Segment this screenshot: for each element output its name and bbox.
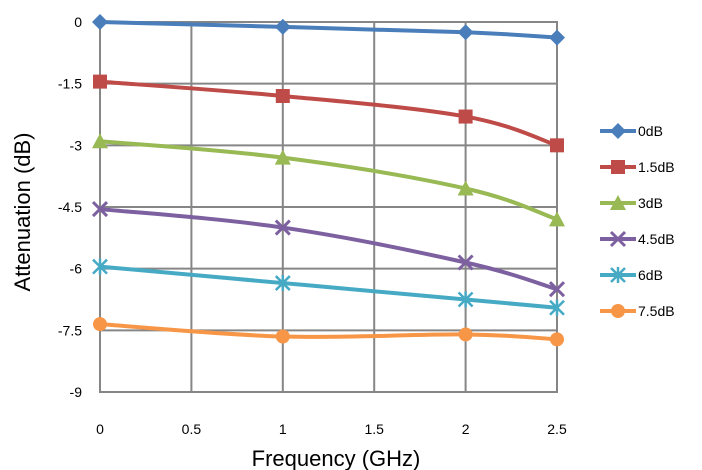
data-point [93,317,107,332]
x-tick-label: 0 [96,421,104,437]
legend-label: 7.5dB [638,303,675,319]
data-point [274,219,291,236]
series-3dB [92,133,565,227]
legend-item: 7.5dB [600,303,675,319]
series-1.5dB [93,74,564,153]
legend-label: 0dB [638,123,663,139]
data-point [92,258,108,275]
y-axis-title: Attenuation (dB) [10,133,35,292]
data-point [458,327,473,342]
x-tick-label: 2.5 [547,421,567,437]
series-lines [91,14,566,347]
y-tick-label: -1.5 [58,76,82,92]
y-tick-label: -6 [70,261,83,277]
legend-marker [611,304,625,318]
data-point [274,149,291,165]
legend-label: 6dB [638,267,663,283]
series-6dB [92,258,565,316]
legend-marker [609,230,627,248]
data-point [275,329,290,344]
data-point [458,109,473,124]
legend-label: 4.5dB [638,231,675,247]
data-point [274,18,291,35]
y-tick-label: -7.5 [58,322,82,338]
data-point [93,74,107,89]
x-tick-label: 1.5 [364,421,384,437]
legend-item: 1.5dB [600,159,675,175]
series-line [99,79,558,148]
legend-label: 3dB [638,195,663,211]
y-tick-label: 0 [74,14,82,30]
data-point [550,332,564,347]
data-point [275,89,290,103]
grid-lines [99,21,558,393]
y-axis-ticks: 0 -1.5 -3 -4.5 -6 -7.5 -9 [58,14,82,400]
data-point [92,133,108,149]
y-tick-label: -9 [70,384,83,400]
legend-item: 0dB [600,123,663,139]
series-4.5dB [91,200,566,298]
legend: 0dB 1.5dB 3dB 4.5dB 6dB 7.5dB [600,123,675,319]
data-point [457,24,474,41]
data-point [549,29,565,46]
series-7.5dB [93,317,564,347]
x-tick-label: 2 [462,421,470,437]
series-line [99,322,558,342]
data-point [457,291,474,308]
series-0dB [92,14,565,46]
y-tick-label: -3 [70,137,83,153]
y-tick-label: -4.5 [58,199,82,215]
data-point [549,299,565,316]
legend-item: 3dB [600,195,663,211]
x-tick-label: 0.5 [182,421,202,437]
data-point [548,281,566,298]
data-point [550,138,564,153]
legend-marker [611,160,625,174]
legend-marker [610,123,626,139]
x-axis-ticks: 0 0.5 1 1.5 2 2.5 [96,421,567,437]
legend-marker [610,267,626,283]
data-point [457,180,474,196]
data-point [92,14,108,30]
data-point [274,275,291,292]
legend-label: 1.5dB [638,159,675,175]
series-line [99,207,558,292]
series-line [99,139,558,222]
data-point [457,254,474,271]
x-tick-label: 1 [279,421,287,437]
data-point [91,200,109,218]
series-line [99,20,558,40]
x-axis-title: Frequency (GHz) [252,446,421,470]
legend-item: 6dB [600,267,663,283]
series-line [99,264,558,310]
legend-marker [610,195,626,210]
legend-item: 4.5dB [600,230,675,248]
data-point [549,211,565,227]
